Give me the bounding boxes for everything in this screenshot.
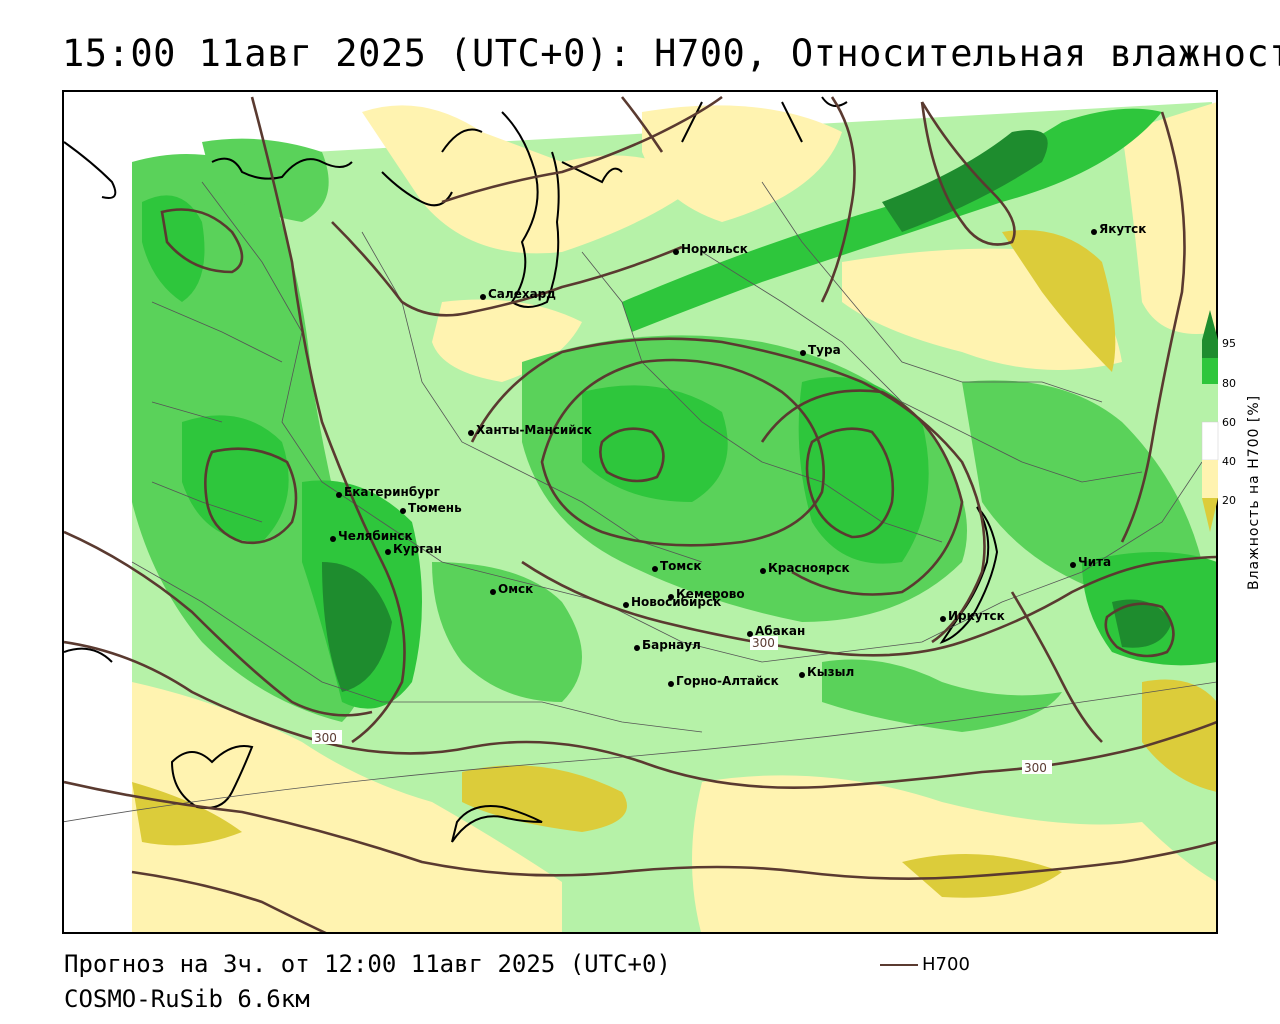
city-label: Екатеринбург: [344, 485, 440, 499]
dry-zones: [132, 102, 1216, 932]
city-marker: [400, 508, 406, 514]
moist-zones: [132, 108, 1216, 732]
legend-swatch-95: [1202, 340, 1218, 358]
city-label: Якутск: [1099, 222, 1146, 236]
city-marker: [330, 536, 336, 542]
legend-tick: 80: [1222, 377, 1236, 390]
city-label: Горно-Алтайск: [676, 674, 779, 688]
legend-tick: 60: [1222, 416, 1236, 429]
legend-swatch-20: [1202, 460, 1218, 498]
city-marker: [673, 249, 679, 255]
contour-label: 300: [752, 636, 775, 650]
humidity-map: 300 300 300 Якутск Норильск Салехард Тура Ха…: [62, 90, 1218, 934]
city-label: Кызыл: [807, 665, 854, 679]
contour-labels: 300 300 300: [312, 636, 1052, 775]
city-label: Ханты-Мансийск: [476, 423, 592, 437]
series-label: H700: [922, 954, 970, 975]
contour-label: 300: [1024, 761, 1047, 775]
city-label: Иркутск: [948, 609, 1005, 623]
city-label: Барнаул: [642, 638, 701, 652]
legend-tick: 40: [1222, 455, 1236, 468]
city-marker: [940, 616, 946, 622]
legend-tick: 20: [1222, 494, 1236, 507]
city-marker: [623, 602, 629, 608]
city-marker: [760, 568, 766, 574]
city-marker: [652, 566, 658, 572]
legend-tick: 95: [1222, 337, 1236, 350]
city-marker: [385, 549, 391, 555]
map-title: 15:00 11авг 2025 (UTC+0): H700, Относите…: [62, 32, 1280, 75]
legend-arrow-bottom: [1202, 498, 1218, 532]
city-label: Салехард: [488, 287, 556, 301]
city-marker: [668, 594, 674, 600]
city-label: Томск: [660, 559, 702, 573]
city-marker: [468, 430, 474, 436]
city-marker: [336, 492, 342, 498]
contour-label: 300: [314, 731, 337, 745]
contour-line-swatch: [880, 963, 918, 966]
cities-layer: Якутск Норильск Салехард Тура Ханты-Мансийск…: [330, 222, 1146, 688]
series-legend: H700: [880, 954, 970, 975]
city-marker: [747, 631, 753, 637]
city-label: Новосибирск: [631, 595, 721, 609]
city-marker: [1070, 562, 1076, 568]
city-marker: [634, 645, 640, 651]
city-label: Тура: [808, 343, 841, 357]
legend-swatch-60: [1202, 384, 1218, 422]
legend-label: Влажность на H700 [%]: [1246, 394, 1262, 590]
city-marker: [1091, 229, 1097, 235]
legend-swatch-80: [1202, 358, 1218, 384]
city-label: Чита: [1078, 555, 1111, 569]
city-label: Омск: [498, 582, 533, 596]
city-label: Абакан: [755, 624, 805, 638]
legend-arrow-top: [1202, 310, 1218, 340]
map-canvas: 300 300 300 Якутск Норильск Салехард Тура Ха…: [64, 92, 1216, 932]
forecast-info: Прогноз на 3ч. от 12:00 11авг 2025 (UTC+…: [64, 950, 671, 978]
city-label: Кемерово: [676, 587, 745, 601]
city-label: Челябинск: [338, 529, 413, 543]
humidity-legend: [1196, 300, 1280, 600]
city-label: Красноярск: [768, 561, 850, 575]
city-marker: [668, 681, 674, 687]
h700-contours: [64, 95, 1216, 932]
city-marker: [490, 589, 496, 595]
city-marker: [480, 294, 486, 300]
city-label: Норильск: [681, 242, 748, 256]
city-marker: [800, 350, 806, 356]
city-marker: [799, 672, 805, 678]
legend-swatch-40: [1201, 421, 1219, 461]
model-name: COSMO-RuSib 6.6км: [64, 985, 310, 1013]
city-label: Тюмень: [408, 501, 462, 515]
city-label: Курган: [393, 542, 442, 556]
legend-colorbar: [1201, 310, 1219, 532]
